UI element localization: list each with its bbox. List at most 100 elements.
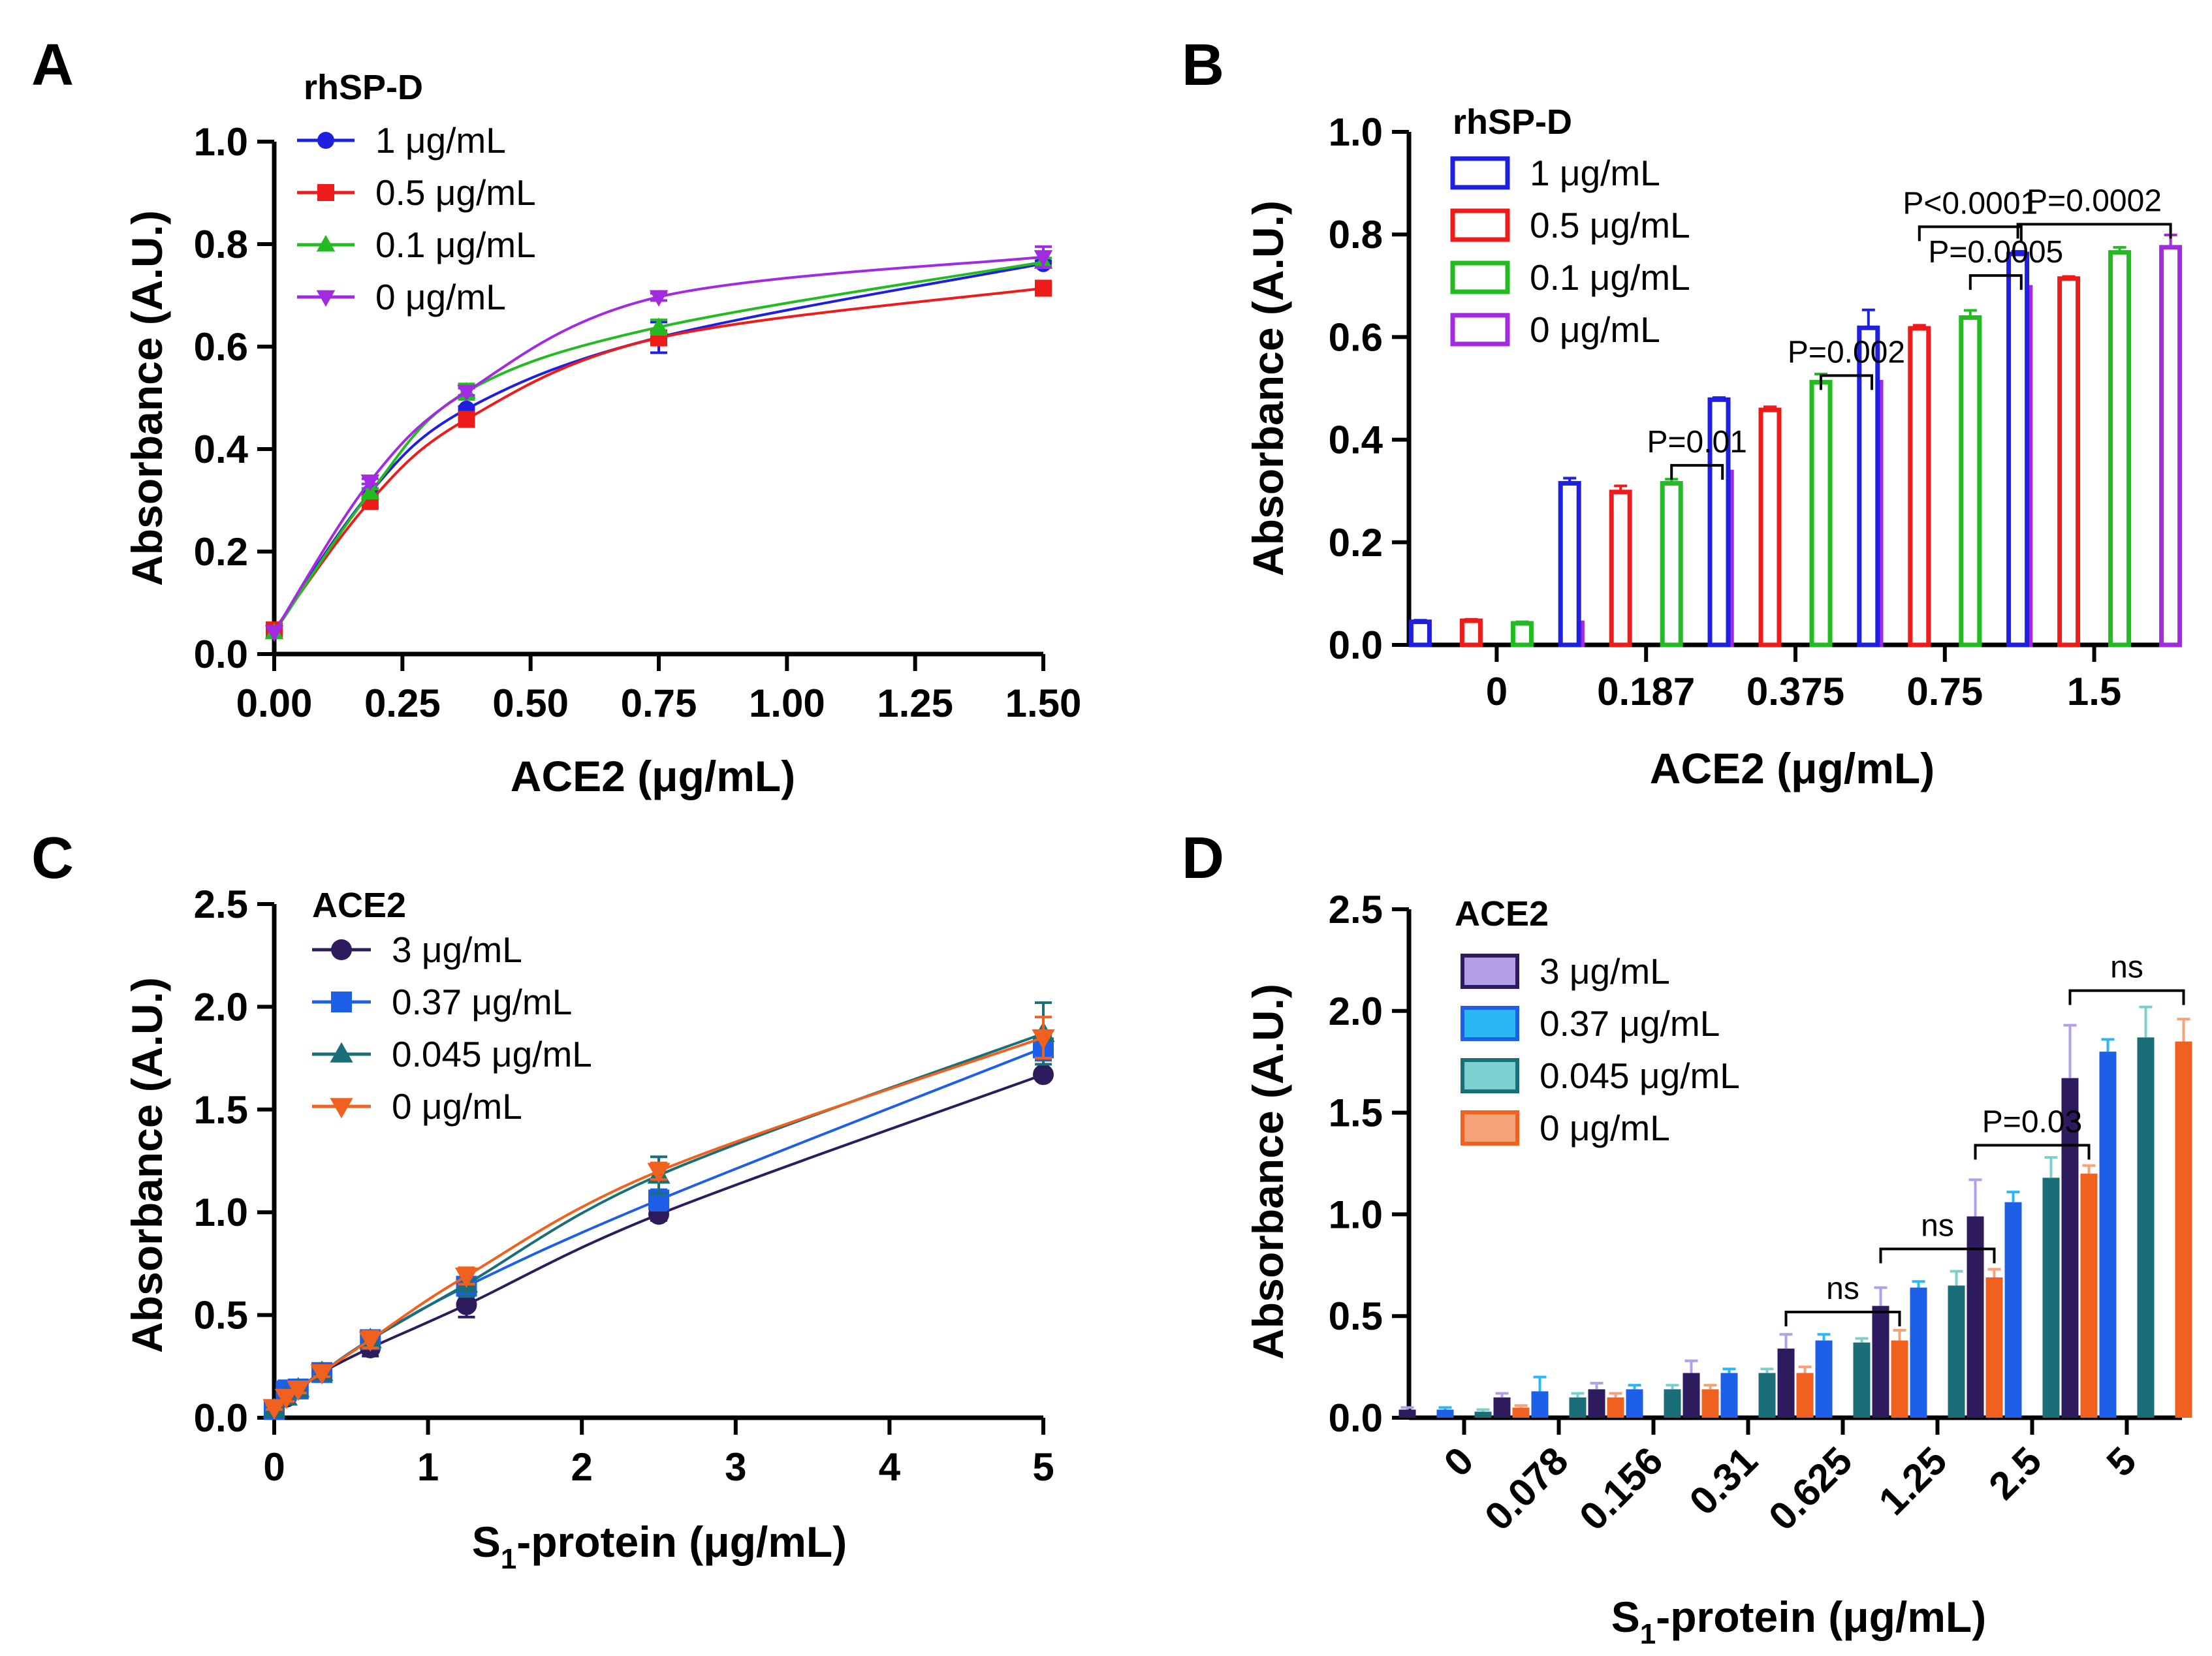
panel-c-series-3-point — [358, 1331, 382, 1352]
panel-d-bar-3-0 — [1512, 1407, 1530, 1418]
panel-d-bar-0-6 — [1967, 1216, 1984, 1418]
panel-c-y-tick-label: 1.0 — [194, 1191, 248, 1234]
panel-a-y-tick-label: 0.2 — [194, 530, 248, 574]
panel-c-series-3-point — [1032, 1029, 1055, 1050]
panel-a-y-tick-label: 0.8 — [194, 223, 248, 266]
panel-c-legend-marker-1 — [331, 992, 352, 1012]
panel-a-legend-label-3: 0 μg/mL — [375, 277, 506, 317]
panel-d-y-tick-label: 0.5 — [1329, 1294, 1383, 1338]
panel-d-y-tick-label: 0.0 — [1329, 1396, 1383, 1440]
panel-c-x-tick-label: 2 — [571, 1445, 593, 1489]
panel-d-bar-2-3 — [1758, 1373, 1776, 1418]
panel-d-bar-3-7 — [2175, 1041, 2192, 1418]
panel-d-bar-1-5 — [1910, 1287, 1927, 1418]
panel-b-legend-swatch-1 — [1450, 208, 1510, 242]
panel-label-a: A — [31, 33, 74, 98]
panel-a-series-1-point — [458, 411, 475, 428]
panel-d-bar-2-7 — [2137, 1037, 2155, 1418]
panel-a-x-tick-label: 0.00 — [236, 681, 313, 725]
panel-b-legend-label-1: 0.5 μg/mL — [1530, 205, 1690, 245]
panel-c-y-tick-label: 0.5 — [194, 1294, 248, 1337]
panel-b-significance-label-4: P=0.0002 — [2027, 183, 2162, 218]
panel-d-bar-0-5 — [1872, 1305, 1889, 1418]
panel-c-legend-marker-2 — [330, 1042, 353, 1063]
panel-d-bar-0-1 — [1493, 1397, 1511, 1418]
panel-a-y-tick-label: 0.4 — [194, 428, 249, 471]
panel-c-y-tick-label: 2.5 — [194, 883, 248, 926]
panel-a-series-1-curve — [273, 287, 1044, 631]
panel-d-significance-bracket-3 — [2068, 989, 2185, 1005]
panel-b-significance-bracket-0 — [1670, 463, 1724, 480]
panel-b-x-tick-label: 0.75 — [1906, 670, 1983, 713]
panel-d-bar-3-6 — [2080, 1174, 2098, 1418]
panel-c-x-tick-label: 0 — [263, 1445, 285, 1489]
panel-b-bar-1-0 — [1459, 618, 1483, 648]
panel-d-bar-3-4 — [1891, 1340, 1908, 1418]
panel-d-bar-1-6 — [2004, 1202, 2022, 1418]
panel-a-series-3-point — [1034, 250, 1053, 267]
panel-a-x-tick-label: 1.00 — [749, 681, 825, 725]
panel-d-chart: ACE2 S1-protein (μg/mL) Absorbance (A.U.… — [1244, 888, 2192, 1650]
panel-a-series-1-point — [1035, 279, 1052, 297]
panel-a-x-tick-label: 0.25 — [364, 681, 441, 725]
panel-d-y-axis-title: Absorbance (A.U.) — [1244, 984, 1292, 1360]
panel-b-legend-swatch-0 — [1450, 156, 1510, 190]
panel-b-x-axis-title: ACE2 (μg/mL) — [1650, 744, 1935, 792]
panel-b-x-tick-label: 0.375 — [1746, 670, 1844, 713]
panel-b-x-tick-label: 1.5 — [2067, 670, 2121, 713]
panel-a-series-2-point — [360, 482, 380, 500]
panel-c-legend-marker-3 — [330, 1098, 353, 1119]
panel-c-xlabel-main: S — [472, 1518, 501, 1566]
panel-b-y-axis-title: Absorbance (A.U.) — [1244, 200, 1292, 576]
panel-a-x-axis-title: ACE2 (μg/mL) — [511, 752, 795, 800]
panel-c-x-tick-label: 1 — [417, 1445, 439, 1489]
panel-b-x-tick-label: 0.187 — [1597, 670, 1695, 713]
panel-d-legend-swatch-1 — [1461, 1006, 1519, 1041]
panel-label-c: C — [31, 826, 74, 891]
panel-b-bar-0-4 — [2006, 251, 2030, 648]
panel-a-legend-label-2: 0.1 μg/mL — [375, 225, 536, 265]
panel-b-significance-bracket-3 — [1918, 225, 2023, 242]
panel-d-bar-2-0 — [1474, 1411, 1492, 1418]
panel-b-bar-3-4 — [2159, 245, 2183, 648]
panel-a-chart: rhSP-D ACE2 (μg/mL) Absorbance (A.U.) 0.… — [123, 68, 1081, 800]
panel-b-bar-1-3 — [1908, 326, 1931, 648]
panel-c-xlabel-sub: 1 — [501, 1543, 516, 1575]
panel-d-bar-3-5 — [1985, 1277, 2003, 1418]
panel-c-y-tick-label: 1.5 — [194, 1088, 248, 1132]
panel-d-bar-0-4 — [1777, 1349, 1795, 1418]
panel-b-bar-1-2 — [1758, 407, 1782, 648]
panel-d-bar-3-1 — [1607, 1397, 1624, 1418]
panel-b-bar-2-4 — [2108, 250, 2132, 648]
panel-b-bar-1-4 — [2057, 276, 2081, 648]
panel-d-bar-2-2 — [1664, 1389, 1681, 1418]
panel-b-chart: rhSP-D ACE2 (μg/mL) Absorbance (A.U.) 0.… — [1244, 102, 2183, 792]
panel-d-legend-label-3: 0 μg/mL — [1540, 1108, 1670, 1148]
panel-c-y-tick-label: 0.0 — [194, 1396, 248, 1440]
panel-c-x-tick-label: 3 — [725, 1445, 746, 1489]
panel-a-legend-marker-3 — [316, 290, 336, 307]
panel-c-series-3-point — [262, 1399, 286, 1420]
panel-c-series-0-curve — [273, 1073, 1044, 1411]
panel-d-x-tick-label: 1.25 — [1871, 1439, 1955, 1523]
panel-b-significance-label-0: P=0.01 — [1647, 425, 1746, 460]
panel-d-xlabel-sub: 1 — [1640, 1618, 1656, 1650]
panel-b-legend-swatch-2 — [1450, 260, 1510, 294]
panel-a-legend-marker-0 — [317, 132, 334, 149]
panel-c-series-1-curve — [273, 1046, 1044, 1411]
panel-c-x-tick-label: 5 — [1032, 1445, 1054, 1489]
panel-b-bar-1-1 — [1609, 490, 1632, 648]
panel-d-y-tick-label: 1.0 — [1329, 1193, 1383, 1236]
panel-c-series-3-point — [647, 1163, 671, 1183]
panel-a-x-tick-label: 1.25 — [877, 681, 953, 725]
panel-d-significance-bracket-0 — [1784, 1310, 1901, 1326]
panel-b-bar-2-1 — [1660, 480, 1683, 648]
panel-a-series-3-point — [360, 475, 380, 492]
panel-b-bar-2-0 — [1510, 621, 1534, 648]
panel-a-legend-label-0: 1 μg/mL — [375, 120, 506, 161]
panel-b-significance-bracket-1 — [1820, 374, 1873, 390]
panel-d-significance-label-1: ns — [1921, 1208, 1954, 1243]
panel-d-legend-label-0: 3 μg/mL — [1540, 951, 1670, 992]
panel-d-x-tick-label: 2.5 — [1980, 1439, 2049, 1508]
panel-a-x-tick-label: 0.75 — [621, 681, 697, 725]
